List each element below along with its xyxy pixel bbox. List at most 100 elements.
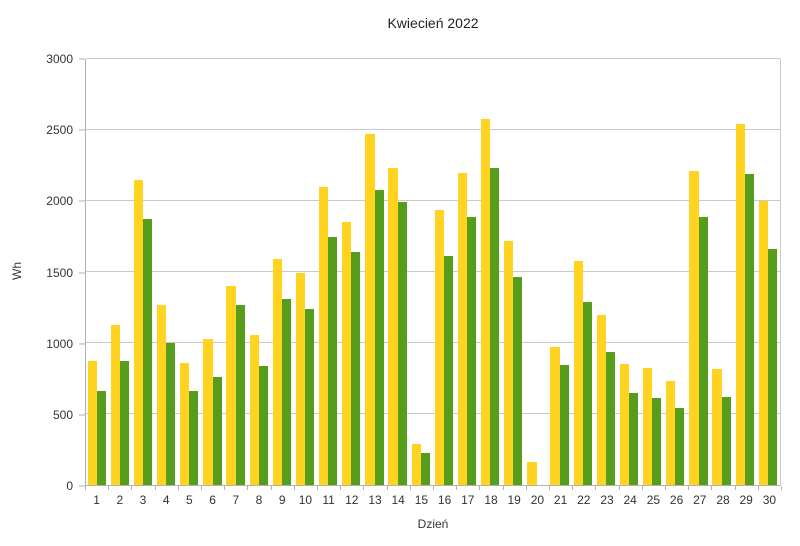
bar-yellow: [573, 261, 583, 485]
bar-green: [582, 301, 592, 485]
x-tick: [293, 486, 295, 490]
bar-yellow: [504, 241, 514, 485]
bar-green: [467, 216, 477, 485]
x-tick-label: 20: [530, 493, 545, 507]
x-tick-label: 10: [298, 493, 313, 507]
x-tick: [224, 486, 226, 490]
bar-yellow: [411, 443, 421, 485]
x-tick: [317, 486, 318, 490]
bar-green: [96, 390, 106, 485]
bar-yellow: [319, 186, 329, 485]
day-slot: [387, 59, 410, 485]
chart-title: Kwiecień 2022: [387, 15, 479, 31]
x-tick-label: 22: [577, 493, 591, 507]
x-tick: [340, 486, 342, 490]
x-axis: 1 2 3 4 5 6 7 8 9 10 11 12 13 14 15 16 17 18 19 20 21 22 23 24 2…: [85, 486, 782, 516]
bar-yellow: [527, 461, 537, 485]
bar-green: [652, 398, 662, 485]
bar-yellow: [550, 347, 560, 485]
x-tick: [409, 486, 411, 490]
y-tick: [79, 485, 85, 487]
day-slot: [433, 59, 456, 485]
x-tick: [177, 486, 179, 490]
bar-green: [189, 390, 199, 485]
x-tick-label: 7: [232, 493, 240, 507]
x-tick-label: 13: [368, 493, 382, 507]
bar-yellow: [365, 134, 375, 485]
x-tick-label: 3: [139, 493, 147, 507]
x-tick: [154, 486, 156, 490]
x-tick-label: 8: [255, 493, 263, 507]
bar-green: [513, 276, 523, 485]
x-tick: [781, 486, 782, 490]
y-tick: [79, 200, 85, 202]
day-slot: [665, 59, 688, 485]
day-slot: [248, 59, 271, 485]
day-slot: [688, 59, 711, 485]
x-tick: [386, 486, 388, 490]
bar-green: [675, 407, 685, 485]
bar-yellow: [203, 338, 213, 485]
day-slot: [410, 59, 433, 485]
x-tick-label: 16: [437, 493, 452, 507]
bar-yellow: [758, 201, 768, 485]
x-tick: [525, 486, 527, 490]
x-tick-label: 21: [553, 493, 568, 507]
x-tick: [757, 486, 759, 490]
bar-yellow: [226, 286, 236, 485]
bar-yellow: [110, 325, 120, 485]
bar-green: [744, 174, 754, 485]
bar-green: [235, 304, 245, 485]
x-tick: [479, 486, 481, 490]
x-tick: [641, 486, 643, 490]
bar-green: [605, 352, 615, 485]
day-slot: [271, 59, 294, 485]
bar-green: [559, 365, 569, 485]
x-tick-label: 2: [116, 493, 124, 507]
x-tick: [456, 486, 458, 490]
x-tick: [734, 486, 736, 490]
day-slot: [595, 59, 618, 485]
y-tick: [79, 414, 85, 416]
x-tick-label: 29: [739, 493, 753, 507]
x-tick-label: 6: [209, 493, 216, 507]
bar-yellow: [689, 171, 699, 485]
x-tick-label: 18: [484, 493, 498, 507]
y-tick: [79, 272, 85, 273]
bar-yellow: [249, 335, 259, 485]
bar-yellow: [157, 305, 167, 485]
y-tick-label: 2000: [46, 194, 73, 209]
x-tick: [247, 486, 249, 490]
x-tick-label: 24: [623, 493, 637, 507]
bar-green: [420, 453, 430, 485]
bar-green: [351, 252, 361, 485]
bar-green: [443, 255, 453, 485]
day-slot: [341, 59, 364, 485]
bar-yellow: [180, 362, 190, 485]
bar-yellow: [388, 168, 398, 485]
bar-yellow: [735, 123, 745, 485]
bar-yellow: [87, 361, 97, 485]
x-tick-label: 4: [162, 493, 170, 507]
x-tick: [363, 486, 365, 490]
plot-area: [85, 58, 781, 486]
bar-yellow: [434, 209, 444, 485]
day-slot: [202, 59, 225, 485]
x-tick-label: 19: [507, 493, 521, 507]
bar-yellow: [481, 118, 491, 485]
bar-green: [120, 361, 130, 485]
day-slot: [572, 59, 595, 485]
y-tick-label: 1000: [46, 336, 73, 351]
y-tick-label: 2500: [46, 123, 73, 138]
x-tick-label: 14: [391, 493, 405, 507]
day-slot: [479, 59, 502, 485]
bar-yellow: [712, 369, 722, 485]
x-tick-label: 15: [414, 493, 429, 507]
x-tick: [108, 486, 110, 490]
day-slot: [549, 59, 572, 485]
x-tick-label: 12: [345, 493, 359, 507]
y-tick-label: 3000: [46, 52, 73, 66]
x-tick-label: 5: [186, 493, 193, 507]
x-tick-label: 28: [716, 493, 730, 507]
bar-green: [166, 343, 176, 485]
